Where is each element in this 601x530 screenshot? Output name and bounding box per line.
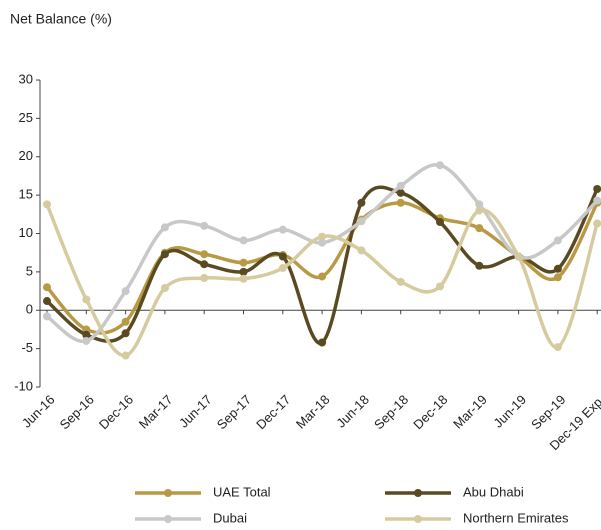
data-point bbox=[553, 236, 562, 245]
data-point bbox=[43, 283, 51, 292]
x-tick-label: Jun-16 bbox=[19, 392, 58, 431]
data-point bbox=[160, 283, 169, 292]
data-point bbox=[121, 329, 130, 338]
data-point bbox=[475, 206, 484, 215]
data-point bbox=[475, 224, 484, 233]
y-tick-label: 0 bbox=[26, 302, 33, 317]
y-tick-label: 20 bbox=[19, 148, 33, 163]
legend-marker bbox=[414, 489, 422, 497]
y-tick-label: 15 bbox=[19, 187, 33, 202]
data-point bbox=[436, 217, 444, 226]
data-point bbox=[160, 223, 169, 232]
legend-label: UAE Total bbox=[213, 484, 271, 499]
data-point bbox=[82, 336, 91, 345]
data-point bbox=[239, 274, 248, 283]
data-point bbox=[239, 258, 248, 267]
data-point bbox=[318, 338, 327, 347]
data-point bbox=[239, 236, 248, 245]
data-point bbox=[160, 250, 169, 259]
x-tick-label: Dec-16 bbox=[96, 392, 136, 432]
data-point bbox=[475, 261, 484, 270]
data-point bbox=[121, 317, 130, 326]
legend-label: Abu Dhabi bbox=[463, 484, 524, 499]
data-point bbox=[278, 252, 287, 261]
data-point bbox=[43, 200, 51, 209]
data-point bbox=[43, 312, 51, 321]
data-point bbox=[514, 252, 523, 261]
data-point bbox=[553, 264, 562, 273]
data-point bbox=[318, 232, 327, 241]
data-point bbox=[475, 200, 484, 209]
y-tick-label: 25 bbox=[19, 110, 33, 125]
y-tick-label: -5 bbox=[21, 340, 33, 355]
data-point bbox=[200, 274, 209, 283]
data-point bbox=[436, 161, 444, 170]
data-point bbox=[82, 295, 91, 304]
y-tick-label: -10 bbox=[14, 378, 33, 393]
data-point bbox=[593, 196, 601, 205]
data-point bbox=[200, 250, 209, 259]
x-tick-label: Dec-18 bbox=[410, 392, 450, 432]
y-tick-label: 10 bbox=[19, 225, 33, 240]
data-point bbox=[82, 330, 91, 339]
x-tick-label: Jun-19 bbox=[490, 392, 529, 431]
x-tick-label: Sep-16 bbox=[57, 392, 97, 432]
legend-marker bbox=[164, 515, 172, 523]
x-tick-label: Jun-17 bbox=[176, 392, 215, 431]
data-point bbox=[396, 198, 405, 207]
data-point bbox=[436, 282, 444, 291]
y-tick-label: 5 bbox=[26, 263, 33, 278]
data-point bbox=[239, 267, 248, 276]
x-tick-label: Jun-18 bbox=[333, 392, 372, 431]
x-tick-label: Sep-18 bbox=[371, 392, 411, 432]
data-point bbox=[200, 260, 209, 269]
x-tick-label: Sep-17 bbox=[214, 392, 254, 432]
data-point bbox=[553, 273, 562, 282]
y-tick-label: 30 bbox=[19, 71, 33, 86]
data-point bbox=[396, 181, 405, 190]
data-point bbox=[121, 287, 130, 296]
data-point bbox=[318, 238, 327, 247]
data-point bbox=[593, 184, 601, 193]
legend-label: Northern Emirates bbox=[463, 510, 569, 525]
chart-title: Net Balance (%) bbox=[10, 11, 112, 27]
x-tick-label: Mar-19 bbox=[450, 392, 490, 432]
x-tick-label: Mar-17 bbox=[136, 392, 176, 432]
data-point bbox=[318, 272, 327, 281]
data-point bbox=[278, 225, 287, 234]
legend-marker bbox=[164, 489, 172, 497]
data-point bbox=[396, 277, 405, 286]
data-point bbox=[200, 221, 209, 230]
legend-label: Dubai bbox=[213, 510, 247, 525]
x-tick-label: Dec-17 bbox=[253, 392, 293, 432]
data-point bbox=[121, 351, 130, 360]
data-point bbox=[553, 343, 562, 352]
data-point bbox=[593, 219, 601, 228]
legend-marker bbox=[414, 515, 422, 523]
data-point bbox=[43, 297, 51, 306]
data-point bbox=[357, 246, 366, 255]
x-tick-label: Mar-18 bbox=[293, 392, 333, 432]
data-point bbox=[357, 217, 366, 226]
data-point bbox=[357, 198, 366, 207]
data-point bbox=[278, 264, 287, 273]
data-point bbox=[396, 188, 405, 197]
